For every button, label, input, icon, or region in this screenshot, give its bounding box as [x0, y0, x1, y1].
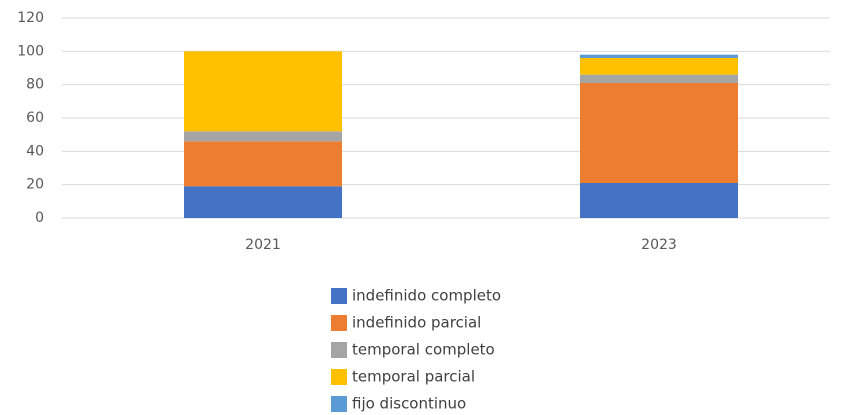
legend-swatch — [331, 342, 347, 358]
legend-label: indefinido completo — [352, 287, 501, 305]
legend-swatch — [331, 369, 347, 385]
y-tick-label: 40 — [26, 143, 44, 159]
x-tick-label: 2021 — [245, 237, 281, 253]
y-tick-label: 100 — [17, 43, 44, 59]
bar-segment — [580, 54, 738, 58]
legend-label: temporal completo — [352, 341, 495, 359]
y-tick-label: 0 — [35, 210, 44, 226]
legend: indefinido completo indefinido parcial tem… — [331, 287, 501, 413]
bar-segment — [184, 186, 342, 218]
y-tick-label: 60 — [26, 110, 44, 126]
legend-label: temporal parcial — [352, 368, 475, 386]
y-tick-label: 20 — [26, 177, 44, 193]
bar-segment — [580, 183, 738, 218]
x-tick-label: 2023 — [641, 237, 677, 253]
legend-label: indefinido parcial — [352, 314, 481, 332]
bar-segment — [580, 74, 738, 83]
bar-segment — [184, 141, 342, 187]
y-tick-label: 80 — [26, 77, 44, 93]
legend-swatch — [331, 288, 347, 304]
bar-segment — [184, 131, 342, 142]
bar-segment — [184, 51, 342, 132]
bar-segment — [580, 83, 738, 183]
bar-segment — [580, 58, 738, 75]
legend-swatch — [331, 315, 347, 331]
legend-swatch — [331, 396, 347, 412]
y-tick-label: 120 — [17, 10, 44, 26]
legend-label: fijo discontinuo — [352, 395, 466, 413]
